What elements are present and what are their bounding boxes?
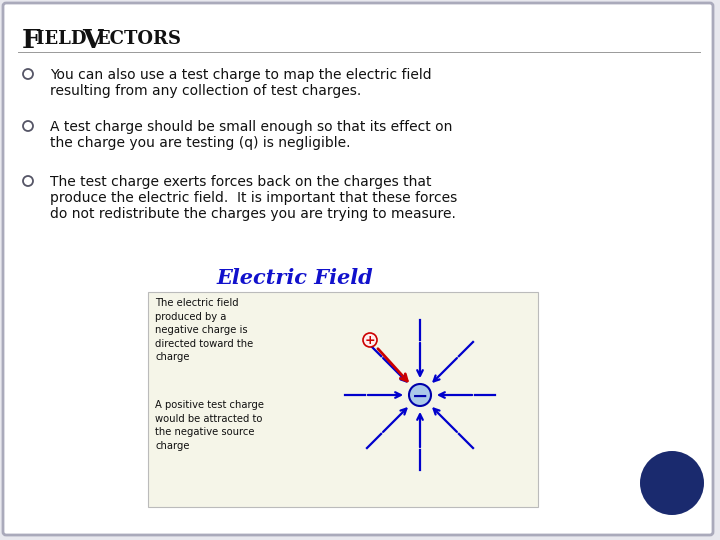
Bar: [148, 292, 538, 507]
Text: Electric Field: Electric Field: [217, 268, 374, 288]
FancyBboxPatch shape: [3, 3, 713, 535]
Text: produce the electric field.  It is important that these forces: produce the electric field. It is import…: [50, 191, 457, 205]
Text: V: V: [82, 28, 102, 53]
Text: ECTORS: ECTORS: [96, 30, 181, 48]
Text: A test charge should be small enough so that its effect on: A test charge should be small enough so …: [50, 120, 452, 134]
Text: A positive test charge
would be attracted to
the negative source
charge: A positive test charge would be attracte…: [155, 400, 264, 451]
Circle shape: [409, 384, 431, 406]
Text: +: +: [365, 334, 375, 348]
Text: You can also use a test charge to map the electric field: You can also use a test charge to map th…: [50, 68, 431, 82]
Circle shape: [363, 333, 377, 347]
Text: F: F: [22, 28, 41, 53]
Text: The test charge exerts forces back on the charges that: The test charge exerts forces back on th…: [50, 175, 431, 189]
Text: IELD: IELD: [36, 30, 93, 48]
Text: The electric field
produced by a
negative charge is
directed toward the
charge: The electric field produced by a negativ…: [155, 298, 253, 362]
Text: −: −: [412, 387, 428, 406]
Text: do not redistribute the charges you are trying to measure.: do not redistribute the charges you are …: [50, 207, 456, 221]
Circle shape: [640, 451, 704, 515]
Text: the charge you are testing (q) is negligible.: the charge you are testing (q) is neglig…: [50, 136, 351, 150]
Text: resulting from any collection of test charges.: resulting from any collection of test ch…: [50, 84, 361, 98]
